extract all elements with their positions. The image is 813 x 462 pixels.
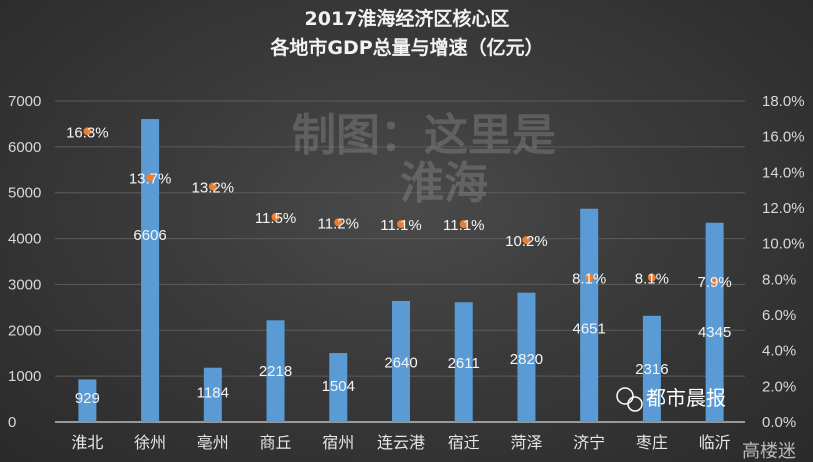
right-tick-label: 14.0%: [762, 164, 805, 181]
bar: [203, 367, 222, 422]
growth-rate-point: [397, 220, 405, 229]
bar-value-label: 2611: [448, 355, 480, 372]
category-label: 商丘: [260, 433, 292, 452]
bar-value-label: 4651: [572, 321, 605, 338]
bar: [392, 300, 410, 422]
growth-rate-point: [522, 236, 531, 245]
growth-rate-label: 11.1%: [380, 217, 421, 234]
bar: [517, 292, 536, 422]
bar-value-label: 6606: [133, 227, 166, 244]
right-tick-label: 10.0%: [762, 236, 805, 253]
category-label: 枣庄: [636, 433, 668, 452]
bar-value-label: 2218: [259, 363, 292, 380]
growth-rate-point: [271, 212, 280, 221]
growth-rate-point: [585, 273, 594, 282]
watermark: 制图：这里是 淮海: [292, 110, 556, 209]
category-label: 宿州: [322, 433, 354, 452]
bar-value-label: 2640: [384, 355, 417, 372]
left-tick-label: 4000: [8, 231, 41, 248]
right-tick-label: 12.0%: [762, 200, 805, 217]
bar: [141, 119, 160, 422]
growth-rate-label: 11.1%: [443, 217, 484, 234]
category-label: 亳州: [197, 433, 229, 452]
category-label: 连云港: [377, 433, 425, 452]
bar: [580, 208, 599, 422]
growth-rate-point: [459, 220, 468, 229]
logo-sub-text: 高楼迷: [742, 441, 796, 462]
bar-value-label: 4345: [698, 324, 731, 341]
bar-value-label: 929: [75, 390, 100, 407]
category-label: 济宁: [573, 433, 605, 452]
category-label: 临沂: [699, 433, 731, 452]
right-tick-label: 6.0%: [762, 307, 796, 324]
growth-rate-label: 11.5%: [255, 210, 296, 227]
growth-rate-point: [710, 277, 719, 286]
right-tick-label: 18.0%: [762, 93, 805, 110]
bar: [78, 379, 97, 422]
bar: [642, 315, 661, 422]
bar-value-label: 1184: [197, 385, 229, 402]
growth-rate-point: [208, 182, 217, 191]
bar: [454, 302, 473, 422]
bar-value-label: 2820: [510, 351, 543, 368]
left-tick-label: 2000: [8, 322, 41, 339]
left-tick-label: 1000: [8, 368, 41, 385]
bar-value-label: 2316: [635, 361, 668, 378]
right-tick-label: 0.0%: [762, 414, 796, 431]
left-tick-label: 0: [8, 414, 16, 431]
growth-rate-point: [146, 173, 155, 182]
left-tick-label: 3000: [8, 276, 41, 293]
bar: [329, 353, 348, 422]
growth-rate-label: 16.3%: [66, 124, 109, 141]
watermark-text-1: 制图：这里是: [292, 110, 556, 161]
watermark-text-2: 淮海: [400, 158, 488, 209]
growth-rate-point: [83, 127, 92, 136]
left-tick-label: 6000: [8, 139, 41, 156]
chart-title-line-1: 2017淮海经济区核心区: [305, 7, 510, 30]
category-label: 菏泽: [510, 433, 542, 452]
growth-rate-label: 10.2%: [505, 233, 548, 250]
growth-rate-point: [647, 273, 656, 282]
growth-rate-label: 8.1%: [635, 271, 669, 288]
growth-rate-point: [334, 218, 343, 227]
wechat-logo: 都市晨报 高楼迷: [616, 386, 796, 462]
logo-text: 都市晨报: [646, 386, 726, 410]
left-tick-label: 7000: [8, 93, 41, 110]
category-label: 宿迁: [448, 433, 480, 452]
right-tick-label: 2.0%: [762, 378, 796, 395]
growth-rate-label: 8.1%: [572, 271, 606, 288]
wechat-icon: [616, 387, 634, 405]
category-label: 徐州: [134, 433, 166, 452]
growth-rate-label: 11.2%: [318, 215, 359, 232]
growth-rate-label: 13.7%: [129, 171, 172, 188]
chart-title-line-2: 各地市GDP总量与增速（亿元）: [269, 36, 543, 59]
right-tick-label: 8.0%: [762, 271, 796, 288]
bar: [705, 222, 724, 422]
category-label: 淮北: [71, 433, 103, 452]
growth-rate-label: 13.2%: [192, 180, 235, 197]
bar: [266, 320, 285, 422]
growth-rate-label: 7.9%: [698, 274, 732, 291]
bar-value-label: 1504: [322, 378, 355, 395]
right-tick-label: 16.0%: [762, 129, 805, 146]
left-tick-label: 5000: [8, 185, 41, 202]
right-tick-label: 4.0%: [762, 343, 796, 360]
